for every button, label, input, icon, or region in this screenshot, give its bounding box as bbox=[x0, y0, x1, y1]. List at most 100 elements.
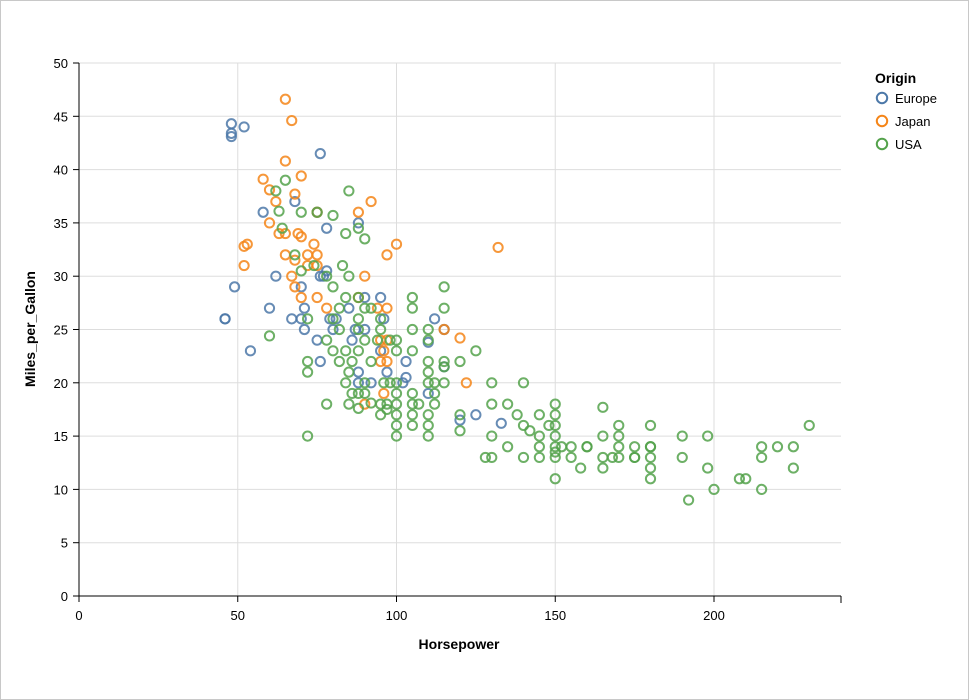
point-usa bbox=[390, 387, 403, 400]
x-tick-label: 150 bbox=[544, 608, 566, 623]
point-usa bbox=[422, 409, 434, 421]
point-usa bbox=[413, 398, 425, 410]
point-japan bbox=[378, 345, 390, 357]
point-europe bbox=[263, 302, 276, 314]
point-usa bbox=[644, 451, 657, 464]
point-europe bbox=[238, 121, 250, 133]
point-japan bbox=[279, 249, 291, 261]
point-usa bbox=[644, 473, 657, 485]
point-europe bbox=[365, 377, 377, 389]
point-usa bbox=[276, 222, 288, 234]
point-japan bbox=[238, 259, 250, 272]
point-usa bbox=[502, 441, 514, 453]
point-japan bbox=[286, 114, 298, 127]
point-europe bbox=[400, 371, 412, 384]
point-usa bbox=[549, 446, 561, 458]
point-usa bbox=[406, 419, 418, 432]
point-japan bbox=[279, 93, 291, 105]
point-usa bbox=[340, 291, 352, 304]
point-usa bbox=[438, 361, 450, 373]
point-usa bbox=[644, 441, 657, 453]
point-usa bbox=[629, 441, 641, 453]
point-usa bbox=[438, 302, 450, 314]
point-usa bbox=[549, 398, 561, 410]
point-europe bbox=[311, 334, 323, 346]
point-usa bbox=[422, 377, 434, 389]
point-usa bbox=[549, 430, 561, 442]
point-usa bbox=[365, 302, 377, 314]
point-usa bbox=[346, 387, 358, 400]
point-usa bbox=[454, 425, 466, 437]
point-japan bbox=[438, 323, 450, 336]
point-usa bbox=[771, 441, 784, 453]
point-usa bbox=[302, 355, 314, 368]
point-japan bbox=[295, 291, 307, 304]
point-europe bbox=[359, 323, 371, 336]
point-europe bbox=[470, 409, 482, 421]
point-usa bbox=[359, 377, 371, 389]
point-usa bbox=[486, 398, 498, 410]
point-usa bbox=[359, 387, 371, 400]
point-usa bbox=[676, 451, 688, 464]
point-usa bbox=[606, 451, 619, 464]
point-usa bbox=[273, 205, 285, 217]
point-usa bbox=[565, 451, 577, 464]
point-japan bbox=[365, 195, 377, 208]
point-usa bbox=[390, 430, 403, 442]
point-usa bbox=[524, 425, 536, 437]
point-usa bbox=[352, 387, 364, 400]
point-usa bbox=[359, 334, 371, 346]
point-usa bbox=[352, 323, 364, 336]
point-usa bbox=[613, 451, 625, 464]
point-usa bbox=[756, 441, 768, 453]
x-tick-label: 200 bbox=[703, 608, 725, 623]
point-usa bbox=[359, 233, 371, 245]
point-usa bbox=[390, 345, 403, 357]
point-japan bbox=[279, 155, 291, 167]
point-usa bbox=[549, 409, 561, 421]
point-usa bbox=[511, 409, 523, 421]
point-usa bbox=[549, 441, 561, 453]
y-tick-label: 45 bbox=[54, 109, 68, 124]
point-usa bbox=[803, 419, 815, 432]
point-japan bbox=[289, 281, 301, 293]
point-usa bbox=[270, 185, 282, 197]
point-europe bbox=[295, 281, 307, 293]
point-usa bbox=[333, 355, 345, 368]
point-usa bbox=[352, 313, 364, 325]
point-usa bbox=[517, 377, 530, 389]
point-usa bbox=[352, 345, 364, 357]
point-europe bbox=[321, 222, 333, 234]
point-usa bbox=[543, 419, 555, 432]
point-usa bbox=[454, 409, 466, 421]
y-tick-label: 10 bbox=[54, 482, 68, 497]
point-usa bbox=[429, 387, 441, 400]
point-japan bbox=[492, 241, 504, 254]
point-usa bbox=[549, 473, 561, 485]
y-tick-label: 5 bbox=[61, 536, 68, 551]
y-tick-label: 40 bbox=[54, 163, 68, 178]
point-usa bbox=[740, 473, 752, 485]
point-japan bbox=[359, 270, 371, 282]
axes: 0 50 100 150 200 0 5 10 15 20 25 30 35 40 45 50 bbox=[54, 56, 842, 623]
point-europe bbox=[327, 323, 339, 336]
point-usa bbox=[683, 494, 695, 506]
point-usa bbox=[384, 334, 396, 346]
point-usa bbox=[321, 398, 333, 410]
point-europe bbox=[454, 414, 466, 426]
point-usa bbox=[375, 409, 387, 421]
point-usa bbox=[327, 209, 339, 222]
point-usa bbox=[549, 419, 561, 432]
point-usa bbox=[438, 355, 450, 368]
point-europe bbox=[495, 417, 507, 429]
point-usa bbox=[502, 398, 514, 410]
point-usa bbox=[406, 409, 418, 421]
point-usa bbox=[390, 377, 403, 389]
point-usa bbox=[422, 430, 434, 442]
point-europe bbox=[257, 206, 269, 218]
point-usa bbox=[756, 451, 768, 464]
point-usa bbox=[302, 366, 314, 378]
point-usa bbox=[486, 377, 498, 389]
point-usa bbox=[352, 291, 364, 304]
point-usa bbox=[352, 222, 364, 234]
